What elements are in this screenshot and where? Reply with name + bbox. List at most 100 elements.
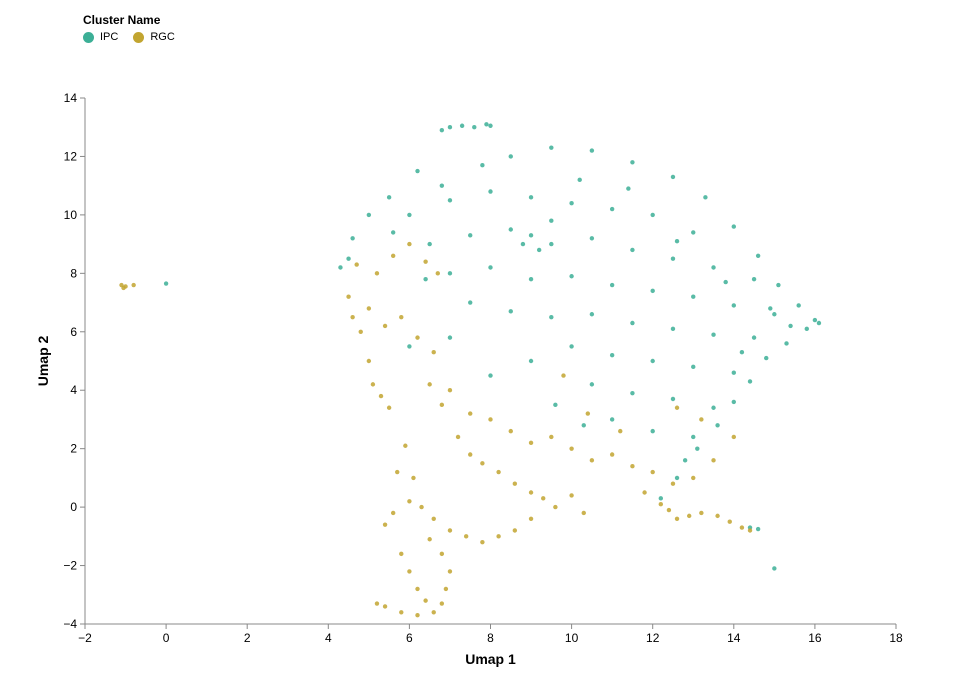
data-point <box>439 127 445 133</box>
x-tick-label: 0 <box>163 631 170 645</box>
series-rgc <box>119 241 753 618</box>
data-point <box>549 145 554 150</box>
data-point <box>686 513 692 519</box>
data-point <box>447 388 453 393</box>
data-point <box>630 320 635 326</box>
data-point <box>350 314 355 320</box>
data-point <box>512 481 518 486</box>
data-point <box>508 309 513 314</box>
data-point <box>382 522 388 527</box>
data-point <box>589 148 595 153</box>
data-point <box>691 475 696 481</box>
data-point <box>755 526 761 532</box>
data-point <box>390 510 396 516</box>
data-point <box>463 534 469 539</box>
x-tick-label: 14 <box>727 631 741 645</box>
data-point <box>670 256 676 261</box>
data-point <box>354 262 359 267</box>
data-point <box>711 458 716 463</box>
data-point <box>772 312 777 317</box>
data-point <box>455 434 461 440</box>
data-point <box>812 317 818 323</box>
data-point <box>711 332 716 337</box>
data-point <box>569 446 574 451</box>
data-point <box>674 405 680 410</box>
data-point <box>751 276 757 282</box>
data-point <box>366 358 372 364</box>
legend-swatch-rgc <box>133 31 145 43</box>
data-point <box>366 212 372 218</box>
data-point <box>691 294 696 299</box>
data-point <box>731 370 736 375</box>
data-point <box>407 344 412 349</box>
x-tick-label: 10 <box>565 631 579 645</box>
data-point <box>674 475 680 481</box>
data-point <box>549 314 554 320</box>
data-point <box>768 306 773 311</box>
y-tick-label: −4 <box>63 617 77 631</box>
series-ipc <box>163 122 822 571</box>
data-point <box>528 276 534 282</box>
legend-item-ipc: IPC <box>83 31 118 43</box>
data-point <box>674 238 680 244</box>
data-point <box>423 598 428 603</box>
data-point <box>670 326 676 332</box>
data-point <box>488 123 493 128</box>
y-tick-label: 2 <box>70 442 77 456</box>
data-point <box>439 551 445 557</box>
data-point <box>415 335 420 340</box>
x-tick-label: 6 <box>406 631 413 645</box>
data-point <box>642 490 647 495</box>
data-point <box>670 396 676 402</box>
data-point <box>390 230 396 235</box>
data-point <box>658 496 664 501</box>
x-tick-label: −2 <box>78 631 92 645</box>
data-point <box>711 405 716 410</box>
data-point <box>751 335 757 340</box>
data-point <box>386 195 392 200</box>
data-point <box>407 212 412 218</box>
y-tick-label: 12 <box>64 149 78 163</box>
data-point <box>480 163 485 168</box>
data-point <box>374 601 380 606</box>
data-point <box>589 458 595 463</box>
data-point <box>536 247 542 253</box>
data-point <box>703 195 708 200</box>
data-point <box>630 464 635 469</box>
data-point <box>435 271 440 276</box>
data-point <box>569 493 574 498</box>
data-point <box>427 537 432 542</box>
data-point <box>121 285 126 291</box>
data-point <box>764 355 769 361</box>
y-tick-label: 6 <box>70 325 77 339</box>
data-point <box>715 423 720 428</box>
data-point <box>630 247 635 253</box>
data-point <box>569 344 574 349</box>
data-point <box>541 496 546 501</box>
data-point <box>415 586 420 592</box>
data-point <box>650 469 655 475</box>
data-point <box>488 189 493 194</box>
data-point <box>528 440 534 446</box>
legend-label-ipc: IPC <box>100 31 119 43</box>
data-point <box>350 236 355 241</box>
data-point <box>553 402 558 408</box>
data-point <box>415 168 420 174</box>
data-point <box>630 390 635 396</box>
data-point <box>496 534 501 539</box>
data-point <box>796 303 801 308</box>
data-point <box>358 329 363 334</box>
data-point <box>711 265 716 270</box>
data-point <box>695 446 700 451</box>
data-point <box>431 350 436 355</box>
data-point <box>415 613 420 618</box>
data-point <box>419 504 424 510</box>
data-point <box>618 428 623 434</box>
data-point <box>589 236 595 241</box>
data-point <box>528 233 534 238</box>
data-point <box>395 469 400 475</box>
data-point <box>390 253 396 258</box>
data-point <box>549 434 554 440</box>
data-point <box>650 212 655 218</box>
data-point <box>739 525 745 530</box>
